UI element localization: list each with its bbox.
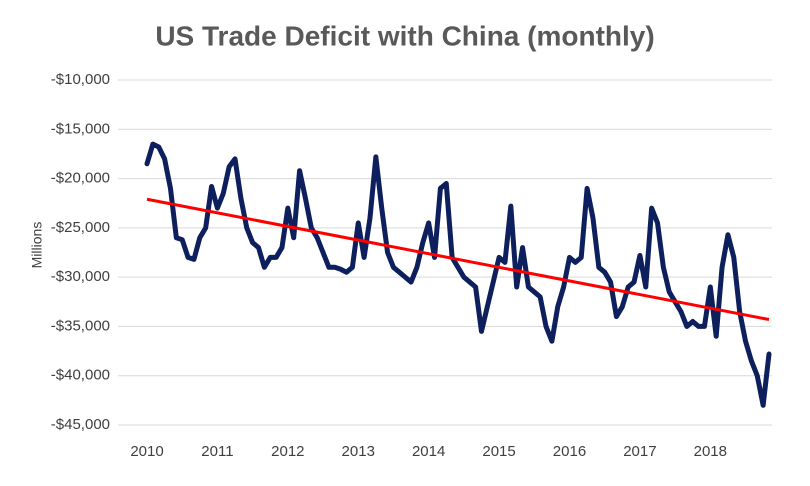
y-tick-label: -$20,000: [51, 170, 110, 187]
trend-line: [146, 197, 770, 322]
x-tick-label: 2014: [412, 443, 445, 460]
y-tick-label: -$45,000: [51, 416, 110, 433]
x-tick-label: 2013: [342, 443, 375, 460]
x-tick-label: 2012: [271, 443, 304, 460]
x-tick-label: 2015: [482, 443, 515, 460]
y-tick-label: -$35,000: [51, 317, 110, 334]
y-tick-label: -$15,000: [51, 120, 110, 137]
y-tick-label: -$30,000: [51, 268, 110, 285]
x-tick-label: 2018: [694, 443, 727, 460]
x-tick-label: 2010: [130, 443, 163, 460]
y-tick-label: -$25,000: [51, 219, 110, 236]
y-axis-label: Millions: [29, 222, 45, 269]
x-tick-label: 2017: [623, 443, 656, 460]
y-tick-label: -$10,000: [51, 71, 110, 88]
x-tick-label: 2016: [553, 443, 586, 460]
chart-title: US Trade Deficit with China (monthly): [155, 20, 654, 51]
y-tick-label: -$40,000: [51, 367, 110, 384]
x-tick-label: 2011: [201, 443, 233, 460]
data-line: [144, 141, 772, 408]
